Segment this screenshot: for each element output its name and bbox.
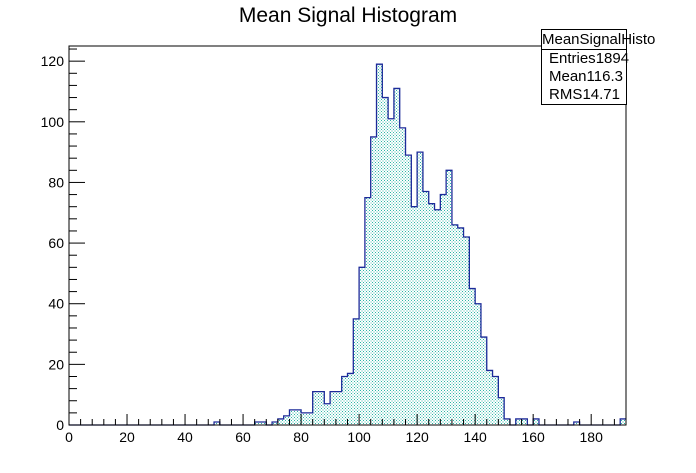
histogram-bin [620,418,626,425]
histogram-bars [214,64,626,426]
histogram-bin [301,412,307,425]
stats-label: Entries [549,50,596,67]
x-tick-label: 120 [405,429,429,445]
histogram-bin [312,391,319,425]
histogram-bin [411,206,418,425]
histogram-bin [498,397,505,425]
histogram-bin [364,197,371,425]
y-tick-label: 60 [48,235,64,251]
histogram-bin [434,209,441,425]
y-tick-label: 20 [48,356,64,372]
histogram-bin [260,421,267,425]
histogram-bin [324,403,331,425]
y-tick-label: 100 [41,114,65,130]
stats-value: 1894 [595,50,630,67]
histogram-bin [289,409,296,425]
histogram-bin [347,373,354,425]
histogram-bin [475,303,481,425]
histogram-bin [422,191,429,425]
y-tick-label: 0 [56,417,64,433]
histogram-bin [446,170,452,425]
x-tick-label: 180 [580,429,604,445]
histogram-bin [533,418,539,425]
y-tick-label: 80 [48,174,64,190]
histogram-bin [428,203,435,425]
histogram-bin [318,391,325,425]
histogram-bin [370,136,377,425]
y-tick-label: 40 [48,296,64,312]
x-tick-label: 0 [65,429,73,445]
histogram-bin [382,97,389,425]
x-tick-label: 140 [463,429,487,445]
histogram-bin [277,418,284,425]
histogram-bin [480,337,487,425]
histogram-bin [330,391,336,425]
x-tick-label: 160 [521,429,545,445]
stats-name: MeanSignalHisto [542,31,656,50]
x-axis: 0 20 40 60 80 100 120 140 160 180 [65,414,627,445]
stats-value: 116.3 [586,68,623,85]
histogram-bin [376,64,383,425]
histogram-bin [573,421,580,425]
histogram-bin [463,237,470,425]
y-axis: 0 20 40 60 80 100 120 [41,48,85,433]
stats-label: RMS [549,86,583,103]
x-tick-label: 60 [235,429,251,445]
histogram-bin [515,418,522,425]
histogram-bin [486,370,493,425]
histogram-bin [295,409,302,425]
histogram-bin [393,88,400,425]
histogram-bin [451,224,458,425]
histogram-bin [504,418,510,425]
histogram-bin [341,376,348,425]
histogram-bin [399,127,406,425]
histogram-bin [492,376,499,425]
histogram-bin [283,415,290,425]
x-tick-label: 20 [119,429,135,445]
stats-box: MeanSignalHisto Entries 1894 Mean 116.3 … [541,29,656,105]
histogram-bin [214,421,220,425]
stats-row-rms: RMS 14.71 [542,86,626,104]
histogram-bin [405,155,412,426]
stats-row-entries: Entries 1894 [542,50,630,68]
histogram-bin [417,152,423,425]
histogram-outline [69,63,626,426]
stats-label: Mean [549,68,587,85]
histogram-bin [272,421,278,425]
histogram-bin [388,118,394,425]
histogram-bin [469,288,476,425]
histogram-bin [521,418,528,425]
histogram-bin [440,194,447,425]
stats-value: 14.71 [582,86,620,103]
x-tick-label: 80 [293,429,309,445]
stats-row-mean: Mean 116.3 [542,68,626,86]
x-tick-label: 100 [347,429,371,445]
histogram-bin [254,421,261,425]
histogram-bin [306,412,313,425]
histogram-bin [353,318,360,425]
histogram-bin [335,391,342,425]
chart-title: Mean Signal Histogram [238,4,458,27]
histogram-bin [457,227,464,425]
x-tick-label: 40 [177,429,193,445]
histogram-bin [359,267,365,425]
y-tick-label: 120 [41,53,65,69]
